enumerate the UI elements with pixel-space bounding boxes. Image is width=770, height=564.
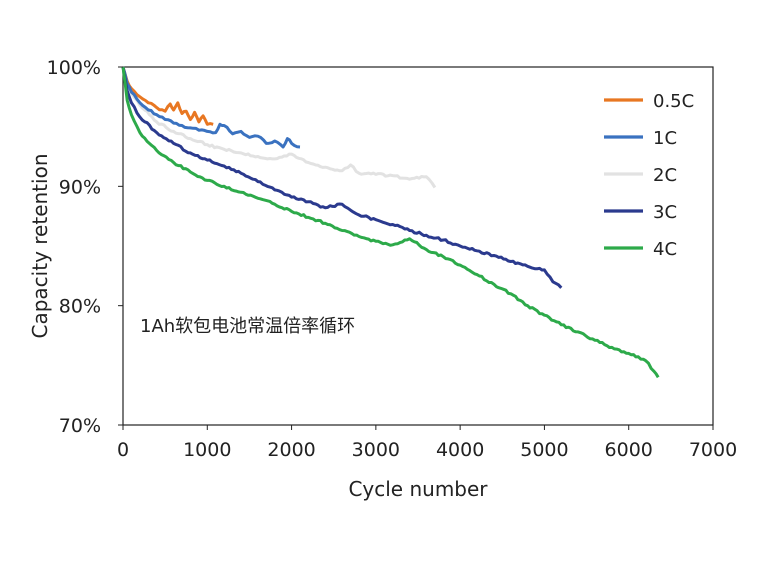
series-line-2C bbox=[121, 66, 437, 189]
legend-label: 1C bbox=[653, 128, 677, 149]
x-tick-label: 1000 bbox=[183, 439, 231, 461]
x-tick-label: 0 bbox=[117, 439, 129, 461]
legend-label: 4C bbox=[653, 239, 677, 260]
series-line-0.5C bbox=[121, 66, 214, 126]
x-tick-label: 7000 bbox=[689, 439, 737, 461]
x-axis-title: Cycle number bbox=[348, 477, 488, 501]
series-line-4C bbox=[121, 66, 660, 379]
y-tick-label: 80% bbox=[59, 296, 101, 318]
y-tick-label: 70% bbox=[59, 415, 101, 437]
legend-label: 3C bbox=[653, 202, 677, 223]
x-tick-label: 4000 bbox=[436, 439, 484, 461]
tick-layer: 0 1000 2000 3000 4000 5000 6000 7000 70% 80% 90% 10… bbox=[47, 57, 738, 461]
series-line-3C bbox=[121, 66, 563, 289]
x-tick-label: 3000 bbox=[352, 439, 400, 461]
x-tick-label: 5000 bbox=[520, 439, 568, 461]
y-tick-label: 90% bbox=[59, 176, 101, 198]
y-axis-title: Capacity retention bbox=[28, 154, 52, 339]
series-line-1C bbox=[121, 66, 301, 149]
x-tick-label: 6000 bbox=[605, 439, 653, 461]
legend-label: 2C bbox=[653, 165, 677, 186]
x-tick-label: 2000 bbox=[267, 439, 315, 461]
chart-annotation: 1Ah软包电池常温倍率循环 bbox=[140, 316, 355, 337]
series-layer bbox=[121, 66, 660, 379]
legend: 0.5C 1C 2C 3C 4C bbox=[604, 91, 694, 260]
plot-frame bbox=[122, 66, 714, 426]
y-tick-label: 100% bbox=[47, 57, 101, 79]
legend-label: 0.5C bbox=[653, 91, 694, 112]
